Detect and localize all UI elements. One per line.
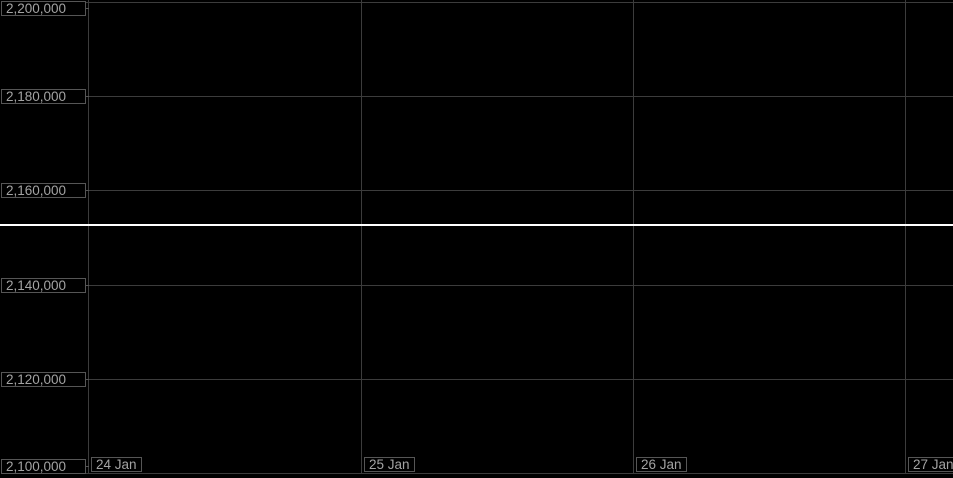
y-axis-tick [85, 8, 89, 9]
y-gridline [86, 2, 953, 3]
y-axis-label: 2,120,000 [1, 372, 86, 387]
y-axis-label: 2,160,000 [1, 183, 86, 198]
x-axis-label: 24 Jan [91, 457, 142, 472]
y-axis-tick [85, 466, 89, 467]
y-axis-label: 2,100,000 [1, 459, 86, 474]
y-axis-label: 2,180,000 [1, 89, 86, 104]
y-axis-tick [85, 96, 89, 97]
y-axis-tick [85, 190, 89, 191]
price-line [0, 224, 953, 226]
x-gridline [905, 0, 906, 474]
y-axis-line [88, 0, 89, 474]
y-axis-tick [85, 285, 89, 286]
y-gridline [86, 96, 953, 97]
x-axis-label: 25 Jan [364, 457, 415, 472]
x-gridline [361, 0, 362, 474]
x-axis-label: 26 Jan [636, 457, 687, 472]
y-axis-tick [85, 379, 89, 380]
y-gridline [86, 379, 953, 380]
y-gridline [86, 473, 953, 474]
y-axis-label: 2,200,000 [1, 1, 86, 16]
y-gridline [86, 285, 953, 286]
y-gridline [86, 190, 953, 191]
x-gridline [633, 0, 634, 474]
y-axis-label: 2,140,000 [1, 278, 86, 293]
x-axis-label: 27 Jan [908, 457, 953, 472]
